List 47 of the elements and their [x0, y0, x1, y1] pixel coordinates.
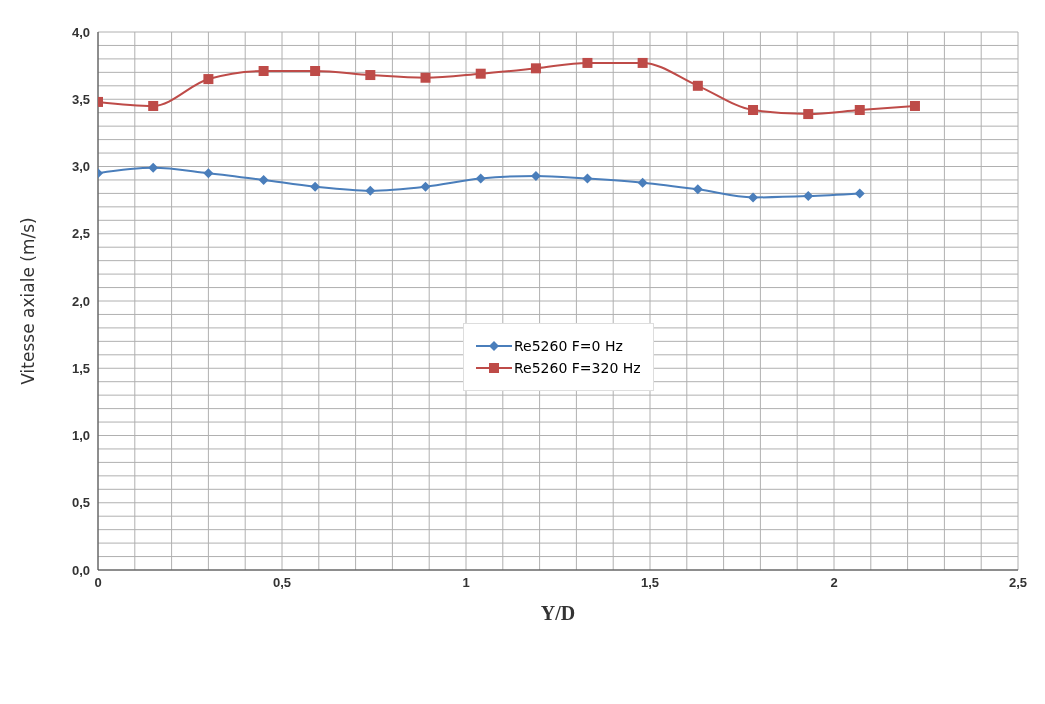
point: [748, 192, 759, 203]
point: [854, 188, 865, 199]
y-tick-label: 0,5: [71, 495, 90, 511]
point: [203, 74, 214, 85]
point: [365, 185, 376, 196]
point: [310, 66, 321, 77]
point: [365, 70, 376, 81]
point: [475, 173, 486, 184]
point: [748, 105, 759, 116]
point: [803, 109, 814, 120]
y-tick-label: 1,5: [71, 360, 90, 376]
point: [692, 80, 703, 91]
point: [582, 173, 593, 184]
legend-label: Re5260 F=320 Hz: [514, 360, 641, 376]
x-tick-label: 1,5: [640, 575, 660, 591]
point: [637, 177, 648, 188]
x-tick-label: 1: [462, 575, 470, 591]
point: [530, 63, 541, 74]
point: [420, 72, 431, 83]
y-tick-label: 1,0: [71, 428, 90, 444]
y-axis-title: Vitesse axiale (m/s): [18, 217, 39, 385]
point: [258, 174, 269, 185]
point: [582, 57, 593, 68]
x-axis-title: Y/D: [540, 602, 576, 624]
point: [475, 68, 486, 79]
point: [692, 184, 703, 195]
x-tick-label: 2: [830, 575, 838, 591]
point: [420, 181, 431, 192]
legend-label: Re5260 F=0 Hz: [514, 338, 623, 354]
point: [637, 57, 648, 68]
point: [148, 100, 159, 111]
point: [854, 105, 865, 116]
point: [310, 181, 321, 192]
y-tick-label: 3,0: [71, 159, 90, 175]
x-tick-label: 2,5: [1008, 575, 1028, 591]
point: [909, 100, 920, 111]
y-tick-label: 2,5: [71, 226, 90, 242]
y-tick-label: 2,0: [71, 293, 90, 309]
x-tick-label: 0: [94, 575, 102, 591]
point: [530, 170, 541, 181]
point: [203, 168, 214, 179]
y-tick-label: 3,5: [71, 91, 90, 107]
point: [258, 66, 269, 77]
y-tick-label: 4,0: [71, 24, 90, 40]
x-tick-label: 0,5: [272, 575, 292, 591]
point: [148, 162, 159, 173]
y-tick-label: 0,0: [71, 562, 90, 578]
